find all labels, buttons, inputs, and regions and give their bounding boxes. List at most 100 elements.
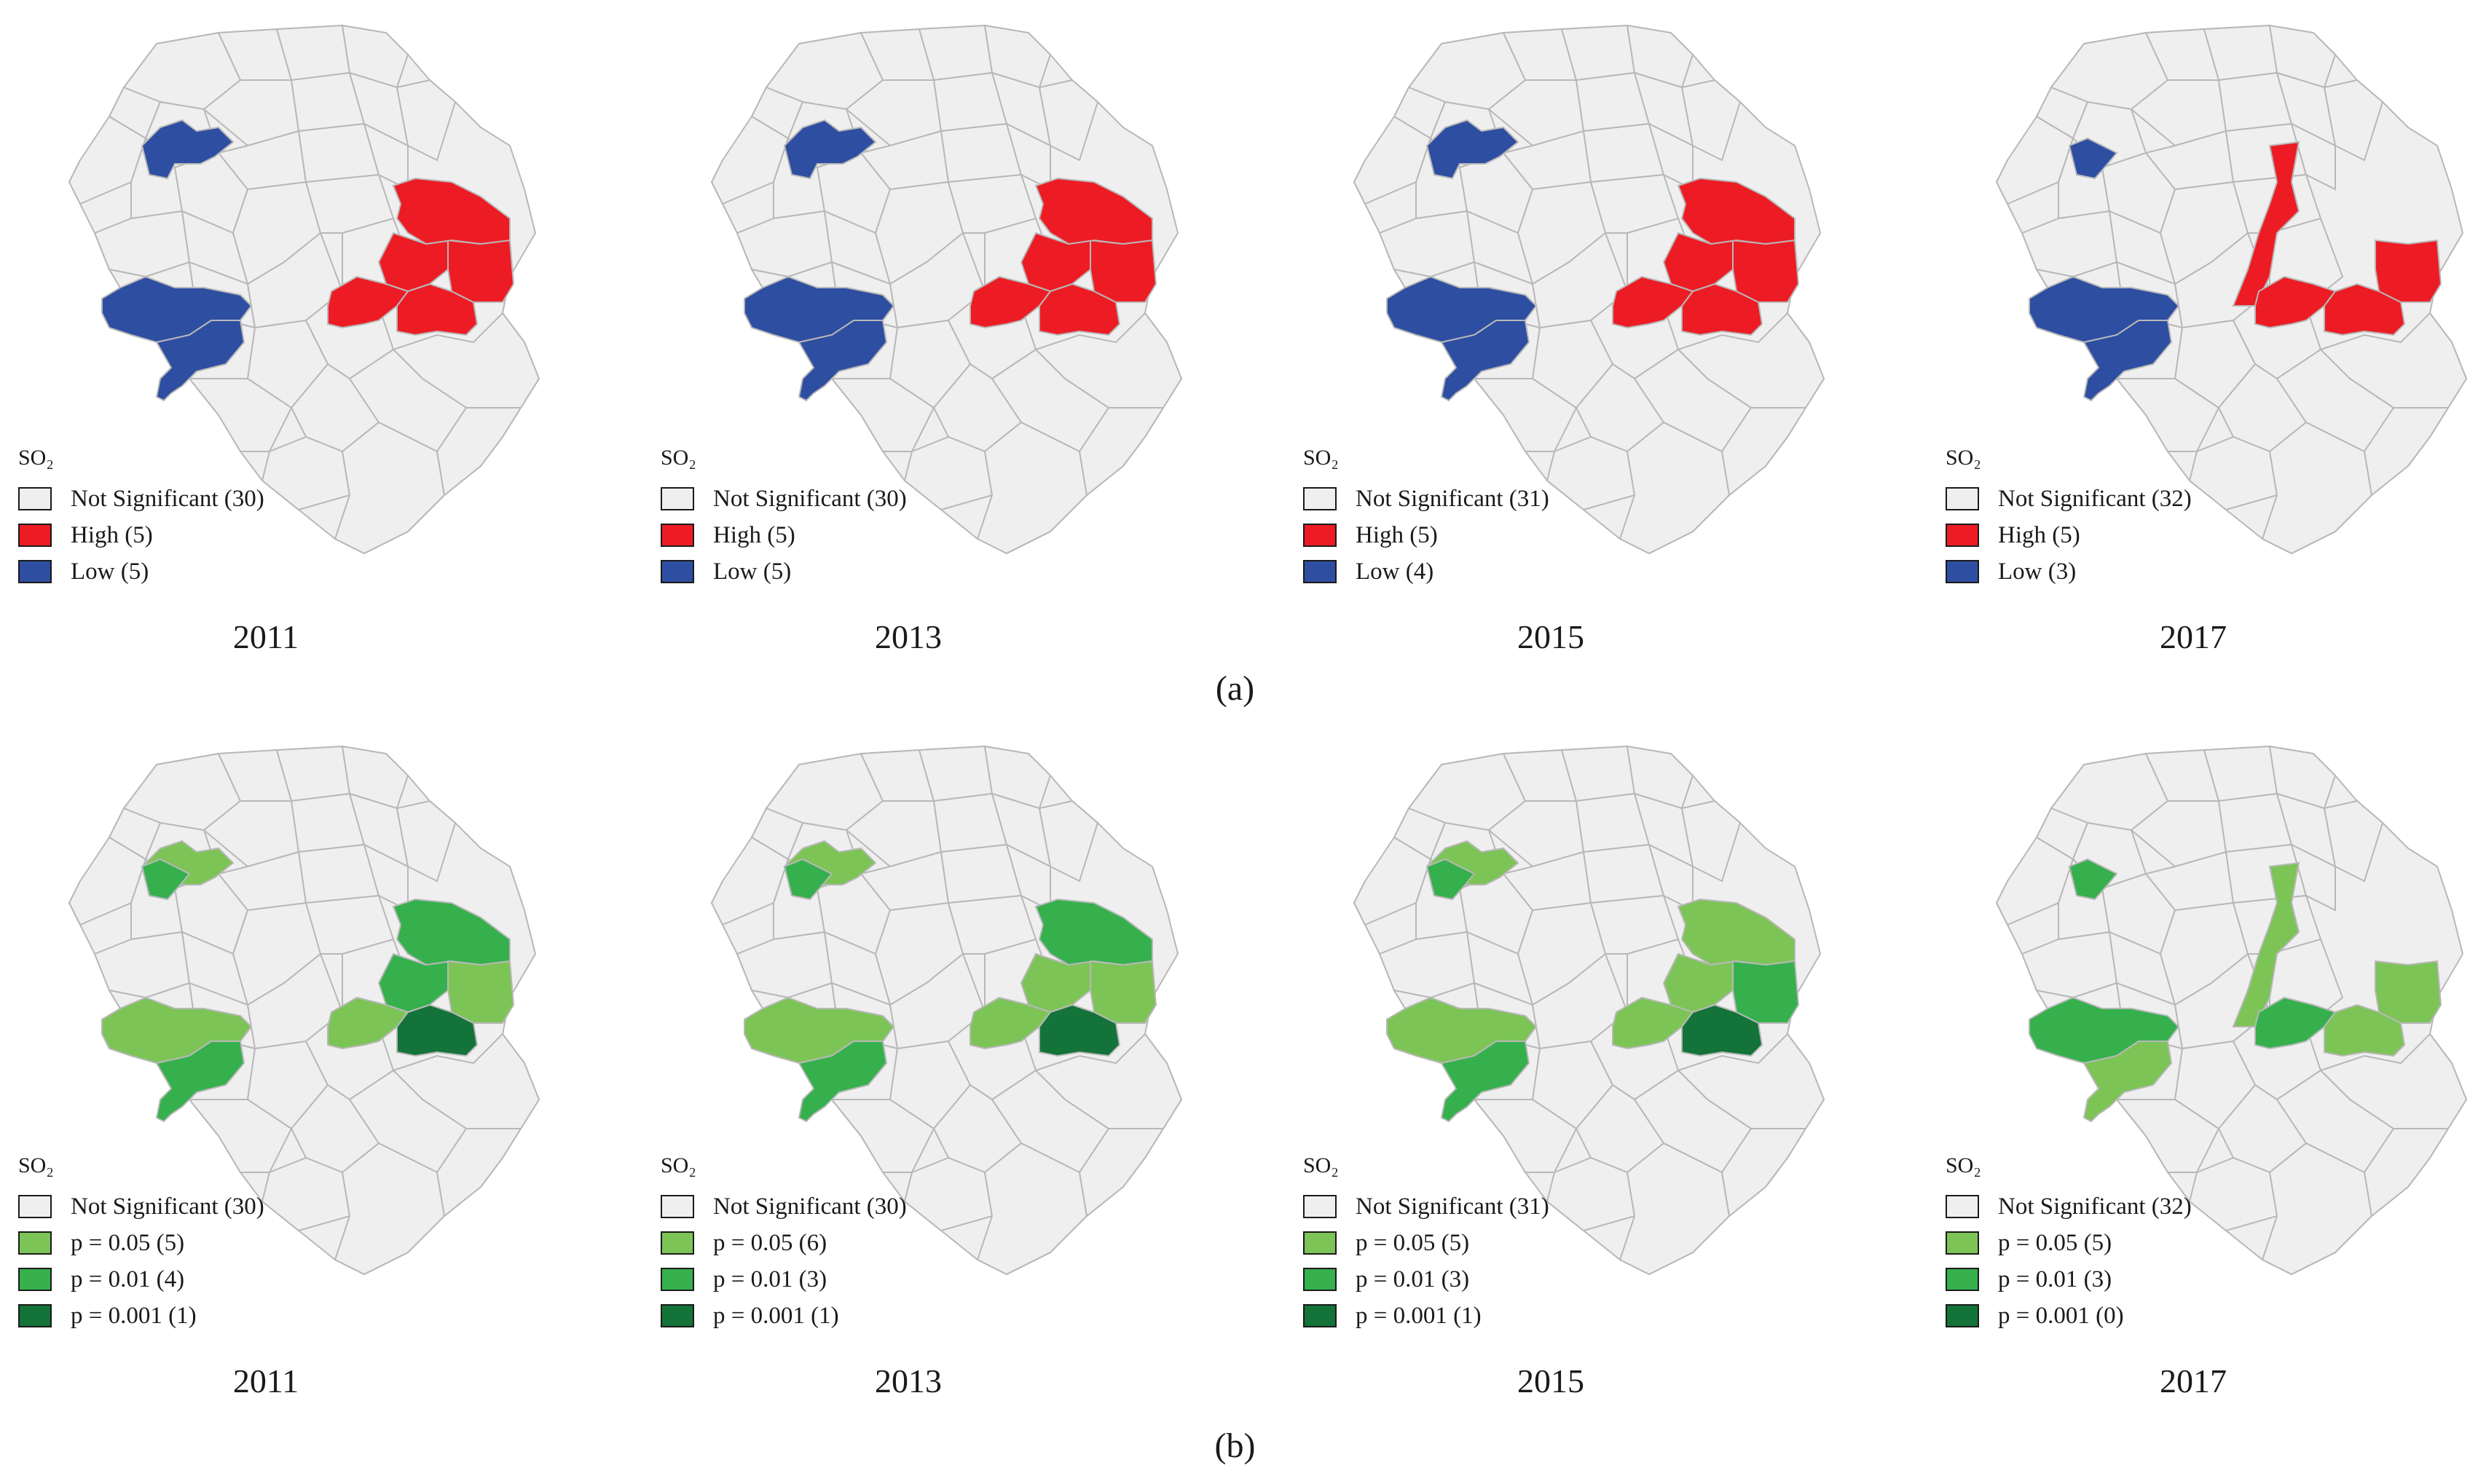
legend: SO₂ Not Significant (30) High (5) Low (5)	[661, 446, 907, 590]
legend-label: High (5)	[71, 521, 153, 548]
legend-swatch	[1946, 524, 1979, 547]
map-cell: SO₂ Not Significant (30) p = 0.05 (5) p = 0…	[0, 721, 617, 1427]
region-base10	[1680, 79, 1742, 162]
cluster-northwest-small	[2068, 137, 2118, 180]
legend-item: Not Significant (32)	[1946, 1188, 2192, 1225]
legend-item: Not Significant (31)	[1303, 481, 1549, 517]
cluster-east3	[1732, 239, 1800, 303]
cluster-center-e	[1612, 996, 1694, 1050]
cluster-northeast	[1034, 177, 1153, 245]
region-base34	[436, 1128, 522, 1217]
year-label: 2013	[875, 618, 942, 655]
region-base33	[1619, 1142, 1731, 1276]
legend-item: p = 0.001 (0)	[1946, 1298, 2192, 1334]
legend-item: p = 0.001 (1)	[661, 1298, 907, 1334]
region-base33	[1619, 421, 1731, 555]
year-label: 2011	[232, 618, 299, 655]
legend-label: p = 0.05 (5)	[1356, 1229, 1470, 1256]
legend: SO₂ Not Significant (31) p = 0.05 (5) p = 0…	[1303, 1153, 1549, 1334]
legend: SO₂ Not Significant (32) High (5) Low (3)	[1946, 446, 2192, 590]
cluster-center-e	[327, 275, 409, 329]
legend-label: Not Significant (31)	[1356, 485, 1549, 512]
legend-label: Low (3)	[1998, 558, 2077, 585]
legend-swatch	[18, 1304, 52, 1327]
legend-label: Not Significant (32)	[1998, 485, 2192, 512]
legend-label: p = 0.01 (3)	[1356, 1266, 1470, 1292]
legend-swatch	[18, 487, 52, 510]
legend-item: p = 0.05 (6)	[661, 1225, 907, 1261]
legend-swatch	[1946, 560, 1979, 583]
legend-label: Not Significant (32)	[1998, 1193, 2192, 1220]
legend-label: p = 0.001 (0)	[1998, 1302, 2124, 1329]
region-base16	[2290, 122, 2336, 191]
legend-swatch	[661, 487, 694, 510]
legend-label: Not Significant (30)	[71, 1193, 264, 1220]
region-base33	[334, 1142, 446, 1276]
region-base34	[2363, 407, 2450, 497]
region-map	[68, 24, 540, 555]
cluster-center-e	[2254, 275, 2337, 329]
legend-swatch	[1946, 1268, 1979, 1291]
cluster-east3	[2375, 239, 2442, 303]
legend-swatch	[1946, 1231, 1979, 1255]
region-map	[1995, 24, 2468, 555]
map-svg	[710, 745, 1183, 1276]
region-base4	[1626, 745, 1694, 810]
map-cell: SO₂ Not Significant (30) High (5) Low (5) 2…	[642, 0, 1259, 706]
cluster-east	[1681, 1003, 1763, 1057]
map-svg	[68, 24, 540, 555]
cluster-southwest	[798, 320, 888, 402]
cluster-northeast	[1677, 177, 1796, 245]
legend-swatch	[18, 1231, 52, 1255]
map-cell: SO₂ Not Significant (31) High (5) Low (4) 2…	[1285, 0, 1902, 706]
region-base4	[983, 745, 1052, 810]
legend-swatch	[1303, 560, 1337, 583]
map-cell: SO₂ Not Significant (30) p = 0.05 (6) p = 0…	[642, 721, 1259, 1427]
legend-label: p = 0.01 (3)	[1998, 1266, 2112, 1292]
region-base4	[341, 745, 409, 810]
legend-swatch	[661, 524, 694, 547]
region-map	[1353, 745, 1825, 1276]
map-cell: SO₂ Not Significant (30) High (5) Low (5) 2…	[0, 0, 617, 706]
legend-item: Not Significant (31)	[1303, 1188, 1549, 1225]
legend-item: Not Significant (30)	[18, 481, 264, 517]
legend-item: Low (5)	[661, 553, 907, 590]
legend-swatch	[1303, 1195, 1337, 1218]
legend-item: p = 0.01 (4)	[18, 1261, 264, 1298]
cluster-east3	[1090, 960, 1157, 1024]
cluster-center-e	[969, 275, 1052, 329]
region-base10	[1680, 800, 1742, 883]
cluster-east	[2324, 283, 2406, 336]
cluster-east3	[447, 239, 515, 303]
legend-title: SO₂	[18, 446, 54, 470]
panel-b: SO₂ Not Significant (30) p = 0.05 (5) p = 0…	[0, 721, 2470, 1484]
year-label: 2017	[2160, 618, 2227, 655]
cluster-east	[1039, 1003, 1121, 1057]
legend-label: Not Significant (30)	[713, 1193, 907, 1220]
legend: SO₂ Not Significant (30) High (5) Low (5)	[18, 446, 264, 590]
region-base4	[983, 24, 1052, 89]
legend-label: Low (4)	[1356, 558, 1434, 585]
year-label: 2011	[232, 1362, 299, 1400]
legend-label: p = 0.05 (6)	[713, 1229, 827, 1256]
legend-swatch	[18, 1268, 52, 1291]
map-svg	[68, 745, 540, 1276]
year-label: 2013	[875, 1362, 942, 1400]
cluster-center-e	[2254, 996, 2337, 1050]
legend-item: Low (5)	[18, 553, 264, 590]
cluster-northwest	[141, 119, 235, 180]
legend-swatch	[661, 1268, 694, 1291]
map-svg	[1353, 24, 1825, 555]
region-base4	[2268, 24, 2337, 89]
region-base34	[436, 407, 522, 497]
cluster-center-e	[969, 996, 1052, 1050]
region-base10	[2323, 800, 2384, 883]
legend-title: SO₂	[18, 1153, 54, 1177]
legend-label: p = 0.05 (5)	[71, 1229, 185, 1256]
region-map	[710, 24, 1183, 555]
legend-label: Not Significant (30)	[713, 485, 907, 512]
legend-title: SO₂	[1303, 446, 1339, 470]
legend-swatch	[1303, 1268, 1337, 1291]
legend-title: SO₂	[661, 446, 696, 470]
region-base10	[1038, 800, 1099, 883]
